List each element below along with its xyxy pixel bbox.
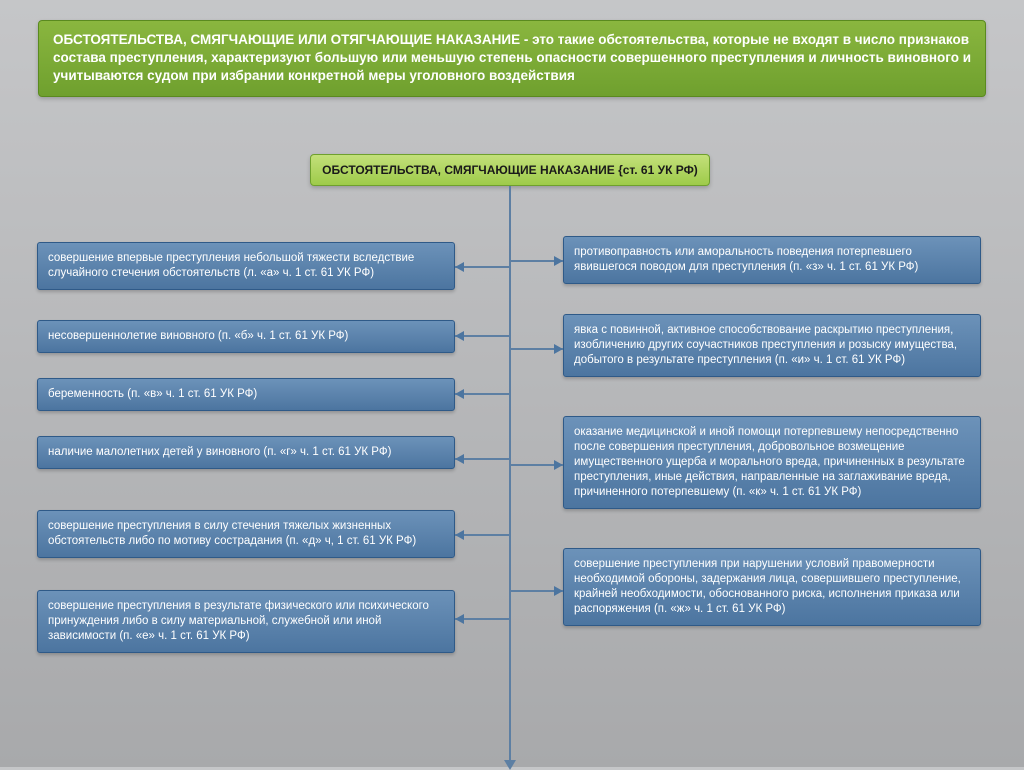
right-item-box: явка с повинной, активное способствовани…: [563, 314, 981, 377]
arrow-right-icon: [554, 460, 563, 470]
arrow-left-icon: [455, 454, 464, 464]
left-item-box: совершение преступления в силу стечения …: [37, 510, 455, 558]
left-item-box: совершение впервые преступления небольшо…: [37, 242, 455, 290]
left-item-box: совершение преступления в результате физ…: [37, 590, 455, 653]
header-text: ОБСТОЯТЕЛЬСТВА, СМЯГЧАЮЩИЕ ИЛИ ОТЯГЧАЮЩИ…: [53, 32, 971, 83]
arrow-right-icon: [554, 344, 563, 354]
arrow-right-icon: [554, 586, 563, 596]
right-item-box: совершение преступления при нарушении ус…: [563, 548, 981, 626]
subheader-box: ОБСТОЯТЕЛЬСТВА, СМЯГЧАЮЩИЕ НАКАЗАНИЕ {ст…: [310, 154, 710, 186]
right-item-text: совершение преступления при нарушении ус…: [574, 558, 961, 615]
left-item-text: совершение впервые преступления небольшо…: [48, 252, 414, 279]
right-item-box: противоправность или аморальность поведе…: [563, 236, 981, 284]
right-item-text: оказание медицинской и иной помощи потер…: [574, 426, 965, 498]
arrow-left-icon: [455, 331, 464, 341]
right-item-text: противоправность или аморальность поведе…: [574, 246, 918, 273]
arrow-left-icon: [455, 262, 464, 272]
arrow-left-icon: [455, 530, 464, 540]
right-item-text: явка с повинной, активное способствовани…: [574, 324, 957, 366]
left-item-text: совершение преступления в результате физ…: [48, 600, 429, 642]
header-definition-box: ОБСТОЯТЕЛЬСТВА, СМЯГЧАЮЩИЕ ИЛИ ОТЯГЧАЮЩИ…: [38, 20, 986, 97]
arrow-left-icon: [455, 389, 464, 399]
left-item-box: несовершеннолетие виновного (п. «б» ч. 1…: [37, 320, 455, 353]
left-item-text: совершение преступления в силу стечения …: [48, 520, 416, 547]
left-item-box: беременность (п. «в» ч. 1 ст. 61 УК РФ): [37, 378, 455, 411]
left-item-box: наличие малолетних детей у виновного (п.…: [37, 436, 455, 469]
arrow-right-icon: [554, 256, 563, 266]
trunk-arrow-down-icon: [504, 760, 516, 770]
arrow-left-icon: [455, 614, 464, 624]
left-item-text: беременность (п. «в» ч. 1 ст. 61 УК РФ): [48, 388, 257, 400]
vertical-trunk-line: [509, 186, 511, 766]
right-item-box: оказание медицинской и иной помощи потер…: [563, 416, 981, 509]
left-item-text: наличие малолетних детей у виновного (п.…: [48, 446, 391, 458]
subheader-text: ОБСТОЯТЕЛЬСТВА, СМЯГЧАЮЩИЕ НАКАЗАНИЕ {ст…: [322, 163, 698, 177]
left-item-text: несовершеннолетие виновного (п. «б» ч. 1…: [48, 330, 348, 342]
